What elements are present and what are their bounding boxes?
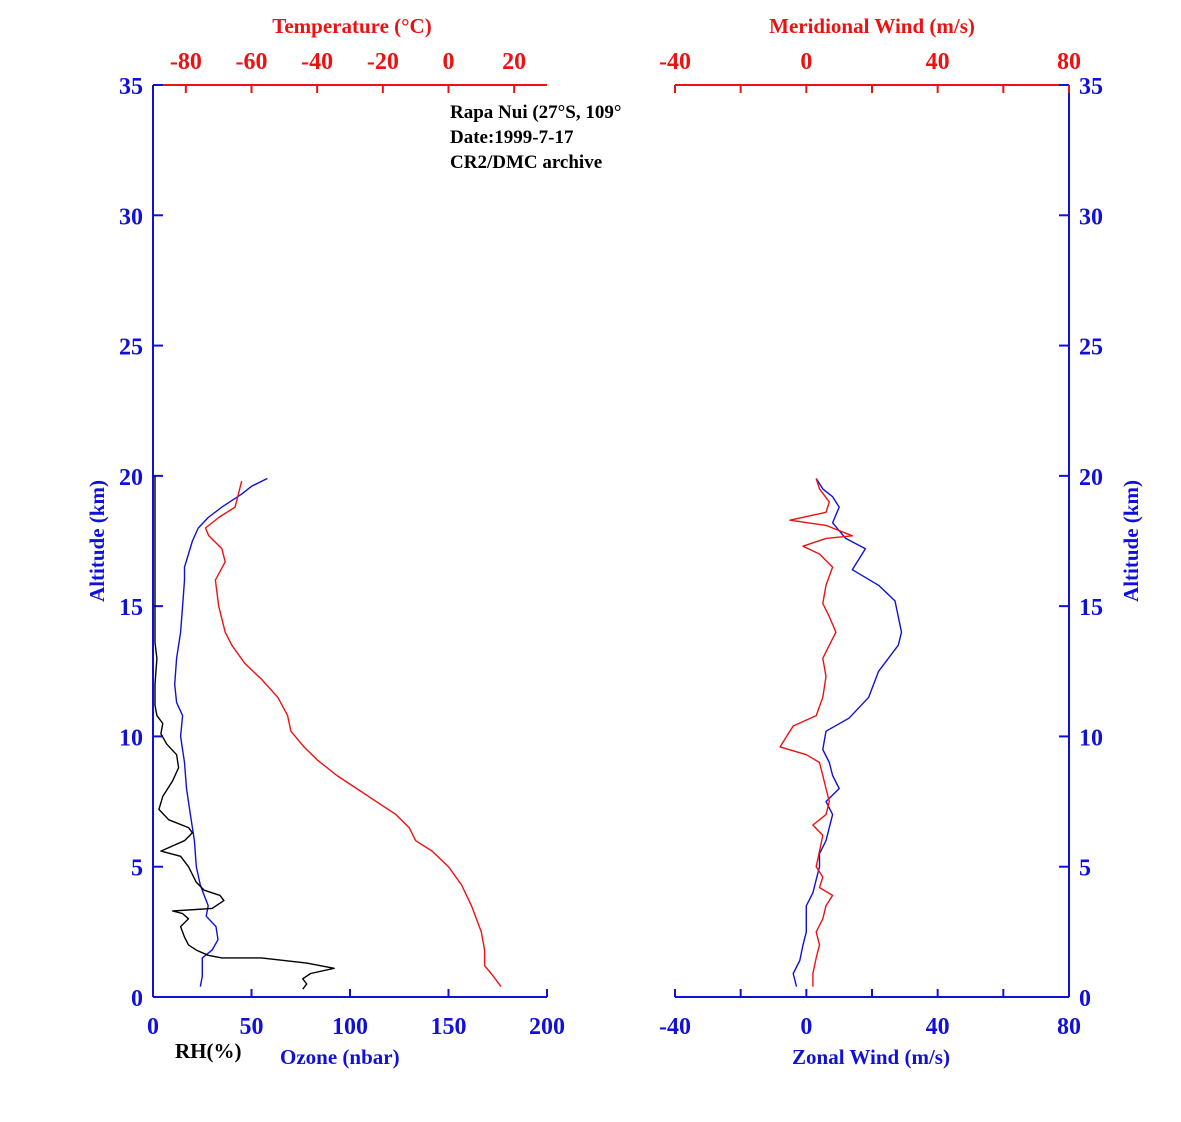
- left-altitude-tick-label: 5: [131, 856, 143, 882]
- right-altitude-axis-title: Altitude (km): [1119, 480, 1143, 602]
- right-altitude-tick-label: 0: [1079, 986, 1091, 1012]
- left-series-line-2: [204, 480, 502, 988]
- right-bottom-axis-title: Zonal Wind (m/s): [792, 1045, 950, 1069]
- right-bottom-tick-label: 80: [1057, 1014, 1081, 1040]
- annotation-date: Date:1999-7-17: [450, 127, 574, 148]
- left-top-tick-label: -40: [301, 49, 333, 75]
- left-bottom-axis-title: Ozone (nbar): [280, 1045, 400, 1069]
- right-altitude-tick-label: 20: [1079, 465, 1103, 491]
- left-bottom-tick-label: 100: [332, 1014, 368, 1040]
- left-altitude-tick-label: 10: [119, 725, 143, 751]
- right-series-line-1: [779, 478, 853, 987]
- right-top-tick-label: 40: [926, 49, 950, 75]
- left-panel: 0 5 10 15 20 25 30 35 0 50 100 150 200 -80 -60 -40 -20 0 2…: [85, 14, 565, 1069]
- right-bottom-tick-label: 0: [800, 1014, 812, 1040]
- left-top-tick-label: -80: [170, 49, 202, 75]
- left-bottom-tick-label: 0: [147, 1014, 159, 1040]
- station-annotation: Rapa Nui (27°S, 109° Date:1999-7-17 CR2/…: [450, 102, 621, 173]
- left-altitude-tick-label: 30: [119, 204, 143, 230]
- right-altitude-tick-label: 30: [1079, 204, 1103, 230]
- left-rh-axis-title: RH(%): [175, 1039, 242, 1063]
- right-top-tick-label: 0: [800, 49, 812, 75]
- left-series-line-1: [154, 475, 335, 990]
- right-bottom-tick-label: 40: [926, 1014, 950, 1040]
- left-series-line-0: [174, 477, 268, 987]
- left-bottom-tick-label: 150: [431, 1014, 467, 1040]
- left-top-tick-label: 0: [443, 49, 455, 75]
- right-altitude-tick-label: 25: [1079, 335, 1103, 361]
- left-altitude-tick-label: 15: [119, 595, 143, 621]
- left-bottom-tick-label: 200: [529, 1014, 565, 1040]
- annotation-archive: CR2/DMC archive: [450, 152, 602, 173]
- right-altitude-tick-label: 15: [1079, 595, 1103, 621]
- right-top-axis-title: Meridional Wind (m/s): [769, 14, 975, 38]
- right-bottom-tick-label: -40: [659, 1014, 691, 1040]
- right-series-line-0: [792, 478, 903, 987]
- right-panel: 0 5 10 15 20 25 30 35 -40 0 40 80 -40 0 40 80 Zonal Wind…: [659, 14, 1143, 1069]
- right-top-tick-label: -40: [659, 49, 691, 75]
- right-top-tick-label: 80: [1057, 49, 1081, 75]
- left-top-tick-label: 20: [502, 49, 526, 75]
- left-altitude-axis-title: Altitude (km): [85, 480, 109, 602]
- left-top-tick-label: -20: [367, 49, 399, 75]
- annotation-station: Rapa Nui (27°S, 109°: [450, 102, 621, 123]
- left-altitude-tick-label: 20: [119, 465, 143, 491]
- right-altitude-tick-label: 35: [1079, 74, 1103, 100]
- left-bottom-tick-label: 50: [240, 1014, 264, 1040]
- left-altitude-tick-label: 25: [119, 335, 143, 361]
- left-top-axis-title: Temperature (°C): [272, 14, 431, 38]
- left-altitude-tick-label: 0: [131, 986, 143, 1012]
- right-altitude-tick-label: 5: [1079, 856, 1091, 882]
- left-altitude-tick-label: 35: [119, 74, 143, 100]
- left-top-tick-label: -60: [236, 49, 268, 75]
- right-altitude-tick-label: 10: [1079, 725, 1103, 751]
